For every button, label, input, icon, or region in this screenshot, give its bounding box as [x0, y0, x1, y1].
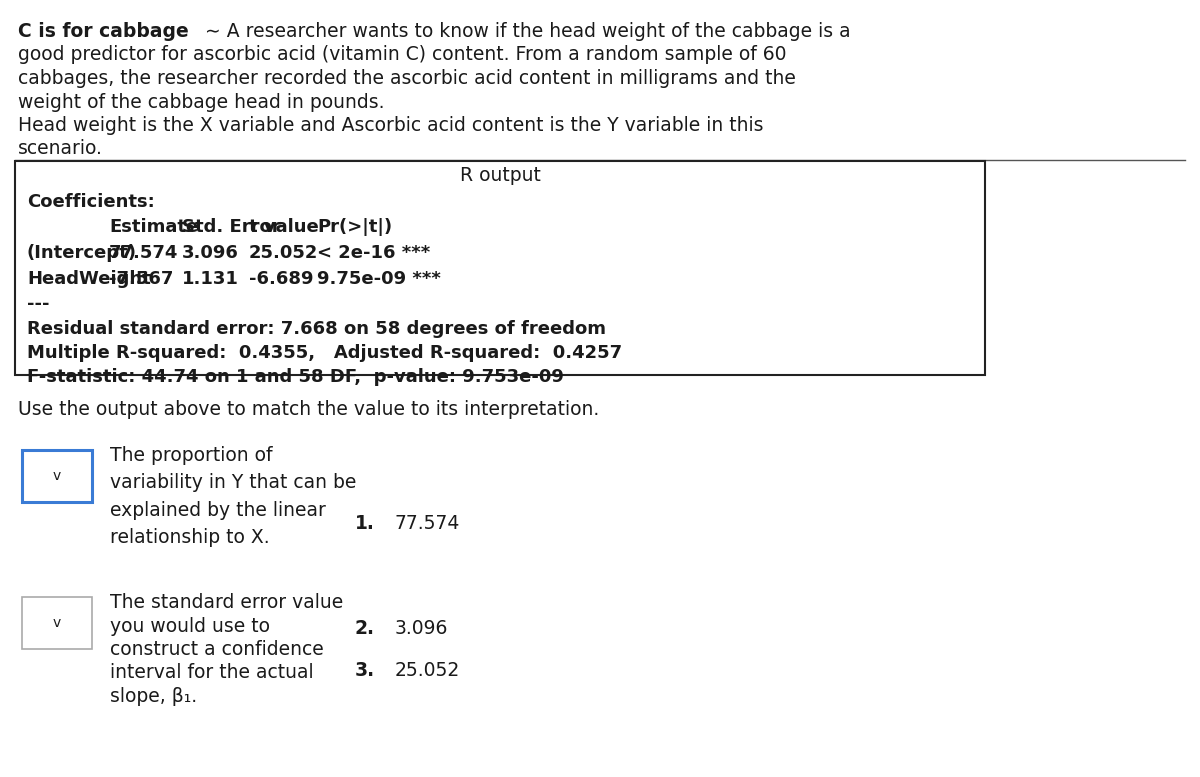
Text: ---: ---	[28, 295, 49, 313]
Text: cabbages, the researcher recorded the ascorbic acid content in milligrams and th: cabbages, the researcher recorded the as…	[18, 69, 796, 88]
Text: scenario.: scenario.	[18, 140, 103, 159]
FancyBboxPatch shape	[22, 597, 92, 649]
Text: F-statistic: 44.74 on 1 and 58 DF,  p-value: 9.753e-09: F-statistic: 44.74 on 1 and 58 DF, p-val…	[28, 368, 564, 385]
Text: 1.: 1.	[355, 514, 374, 533]
Text: C is for cabbage: C is for cabbage	[18, 22, 188, 41]
Text: 25.052: 25.052	[395, 661, 461, 680]
Text: v: v	[53, 616, 61, 630]
Text: The proportion of
variability in Y that can be
explained by the linear
relations: The proportion of variability in Y that …	[110, 446, 356, 547]
Text: Head weight is the X variable and Ascorbic acid content is the Y variable in thi: Head weight is the X variable and Ascorb…	[18, 116, 763, 135]
Text: < 2e-16 ***: < 2e-16 ***	[317, 244, 431, 262]
Text: weight of the cabbage head in pounds.: weight of the cabbage head in pounds.	[18, 92, 384, 112]
Text: HeadWeight: HeadWeight	[28, 270, 151, 287]
Text: you would use to: you would use to	[110, 616, 270, 636]
Text: 77.574: 77.574	[395, 514, 461, 533]
Text: (Intercept): (Intercept)	[28, 244, 137, 262]
Text: 77.574: 77.574	[109, 244, 179, 262]
Text: construct a confidence: construct a confidence	[110, 640, 324, 659]
Text: Multiple R-squared:  0.4355,   Adjusted R-squared:  0.4257: Multiple R-squared: 0.4355, Adjusted R-s…	[28, 344, 622, 362]
Text: 3.096: 3.096	[395, 619, 449, 638]
Text: good predictor for ascorbic acid (vitamin C) content. From a random sample of 60: good predictor for ascorbic acid (vitami…	[18, 46, 786, 64]
Text: t value: t value	[250, 218, 319, 236]
Text: Std. Error: Std. Error	[182, 218, 281, 236]
Text: 3.096: 3.096	[182, 244, 239, 262]
Text: 9.75e-09 ***: 9.75e-09 ***	[317, 270, 440, 287]
Text: -6.689: -6.689	[250, 270, 313, 287]
Text: The standard error value: The standard error value	[110, 593, 343, 612]
Text: R output: R output	[460, 166, 540, 185]
Text: 25.052: 25.052	[250, 244, 318, 262]
Text: -7.567: -7.567	[109, 270, 173, 287]
Text: slope, β₁.: slope, β₁.	[110, 687, 197, 706]
Text: 2.: 2.	[355, 619, 374, 638]
Text: v: v	[53, 469, 61, 483]
Text: Estimate: Estimate	[109, 218, 198, 236]
Text: Coefficients:: Coefficients:	[28, 193, 155, 211]
Text: 1.131: 1.131	[182, 270, 239, 287]
FancyBboxPatch shape	[14, 161, 985, 375]
Text: ∼ A researcher wants to know if the head weight of the cabbage is a: ∼ A researcher wants to know if the head…	[199, 22, 851, 41]
FancyBboxPatch shape	[22, 450, 92, 502]
Text: interval for the actual: interval for the actual	[110, 664, 313, 682]
Text: 3.: 3.	[355, 661, 376, 680]
Text: Pr(>|t|): Pr(>|t|)	[317, 218, 392, 236]
Text: Residual standard error: 7.668 on 58 degrees of freedom: Residual standard error: 7.668 on 58 deg…	[28, 320, 606, 339]
Text: Use the output above to match the value to its interpretation.: Use the output above to match the value …	[18, 400, 599, 419]
